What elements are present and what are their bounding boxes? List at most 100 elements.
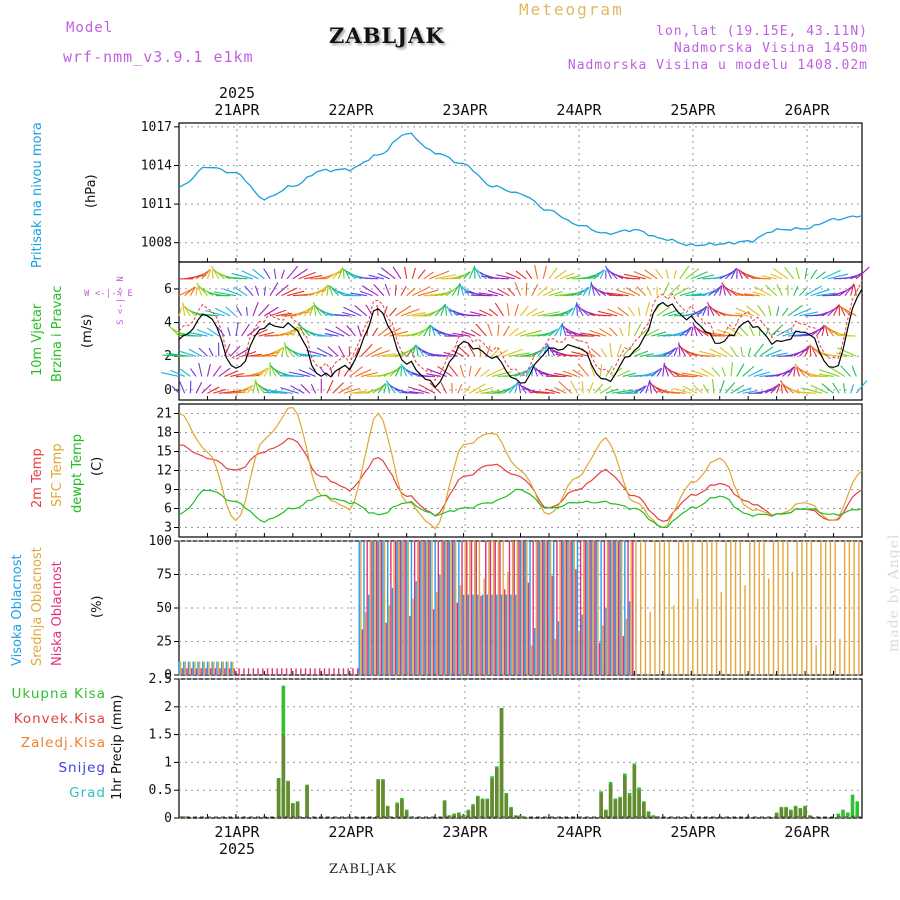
wind-arrow [208, 347, 214, 357]
wind-arrow [784, 266, 795, 280]
legend-konvek-kisa: Konvek.Kisa [13, 711, 106, 727]
wind-arrow [855, 380, 868, 394]
pressure-line [178, 132, 863, 247]
wind-arrow [467, 344, 476, 357]
wind-arrow [559, 322, 563, 337]
wind-arrow [768, 305, 772, 316]
wind-arrow [359, 290, 373, 297]
precip-conv-bar [476, 796, 480, 818]
wind-arrow [387, 384, 391, 394]
precip-conv-bar [395, 804, 399, 818]
wind-arrow [300, 354, 316, 357]
wind-arrow [780, 380, 789, 394]
wind-arrow [423, 324, 431, 337]
wind-arrow [461, 313, 481, 317]
wind-arrow [408, 391, 424, 394]
wind-arrow [488, 308, 499, 317]
wind-arrow [594, 383, 604, 394]
bottom-year-label: 2025 [219, 840, 255, 858]
wind-arrow [730, 267, 738, 280]
wind-arrow [196, 329, 214, 337]
wind-arrow [525, 363, 534, 377]
wind-arrow [600, 348, 607, 357]
wind-arrow [229, 345, 241, 357]
wind-arrow [713, 285, 722, 296]
y-tick-label: 3 [164, 521, 172, 536]
wind-arrow [730, 362, 733, 377]
wind-arrow [514, 282, 522, 296]
wind-arrow [372, 327, 379, 337]
wind-arrow [655, 268, 664, 280]
wind-arrow [828, 354, 845, 357]
wind-arrow [617, 370, 630, 377]
precip-total-bar [841, 809, 845, 818]
wind-speed-line [178, 288, 863, 389]
wind-arrow [389, 366, 401, 377]
wind-arrow [656, 390, 680, 394]
wind-arrow [435, 274, 457, 280]
y-tick-label: 50 [156, 601, 172, 616]
wind-arrow [561, 323, 567, 337]
wind-arrow [440, 382, 447, 394]
wind-arrow [793, 286, 799, 296]
wind-arrow [497, 349, 508, 357]
wind-arrow [796, 367, 800, 377]
wind-arrow [827, 273, 849, 280]
y-tick-label: 25 [156, 635, 172, 650]
wind-arrow [622, 372, 637, 377]
wind-arrow [470, 329, 481, 337]
wind-arrow [241, 270, 259, 280]
precip-conv-bar [466, 810, 471, 818]
wind-arrow [349, 390, 366, 394]
wind-arrow [474, 267, 482, 280]
wind-arrow [269, 363, 277, 377]
precip-conv-bar [623, 776, 627, 818]
wind-arrow [224, 370, 238, 377]
wind-arrow [747, 368, 763, 377]
wind-arrow [230, 372, 245, 377]
precip-conv-bar [457, 813, 461, 818]
wind-arrow [663, 363, 670, 377]
wind-arrow [811, 347, 817, 357]
precip-conv-bar [642, 802, 646, 818]
wind-arrow [571, 351, 589, 357]
legend-grad: Grad [69, 785, 106, 801]
wind-arrow [736, 387, 752, 394]
wind-arrow [479, 309, 493, 317]
wind-compass-we: W <-|-> E [84, 289, 133, 299]
wind-arrow [645, 302, 650, 316]
wind-arrow [761, 275, 777, 280]
precip-conv-bar [400, 799, 404, 818]
wind-arrow [417, 269, 426, 280]
wind-arrow [668, 284, 681, 297]
y-tick-label: 1 [164, 755, 172, 770]
wind-arrow [609, 327, 618, 337]
wind-arrow [804, 267, 808, 279]
wind-arrow [284, 343, 294, 357]
wind-arrow [372, 383, 386, 394]
bottom-day-label: 22APR [328, 823, 374, 841]
wind-arrow [406, 287, 416, 297]
wind-arrow [727, 326, 743, 337]
wind-arrow [633, 271, 652, 280]
wind-arrow [329, 286, 334, 296]
wind-arrow [241, 323, 250, 337]
wind-arrow [514, 329, 527, 337]
wind-arrow [577, 363, 590, 377]
wind-arrow [496, 274, 515, 280]
wind-arrow [558, 381, 573, 394]
wind-arrow [644, 269, 658, 280]
precip-conv-bar [452, 814, 456, 818]
y-tick-label: 1011 [141, 197, 172, 212]
wind-arrow [730, 346, 738, 357]
wind-arrow [233, 286, 248, 297]
wind-arrow [724, 382, 736, 394]
wind-arrow [651, 368, 662, 377]
wind-arrow [717, 329, 737, 337]
wind-arrow [599, 364, 603, 377]
wind-arrow [615, 289, 635, 297]
wind-arrow [534, 264, 539, 279]
wind-arrow [617, 307, 629, 317]
wind-arrow [772, 268, 789, 280]
wind-arrow [625, 287, 641, 297]
